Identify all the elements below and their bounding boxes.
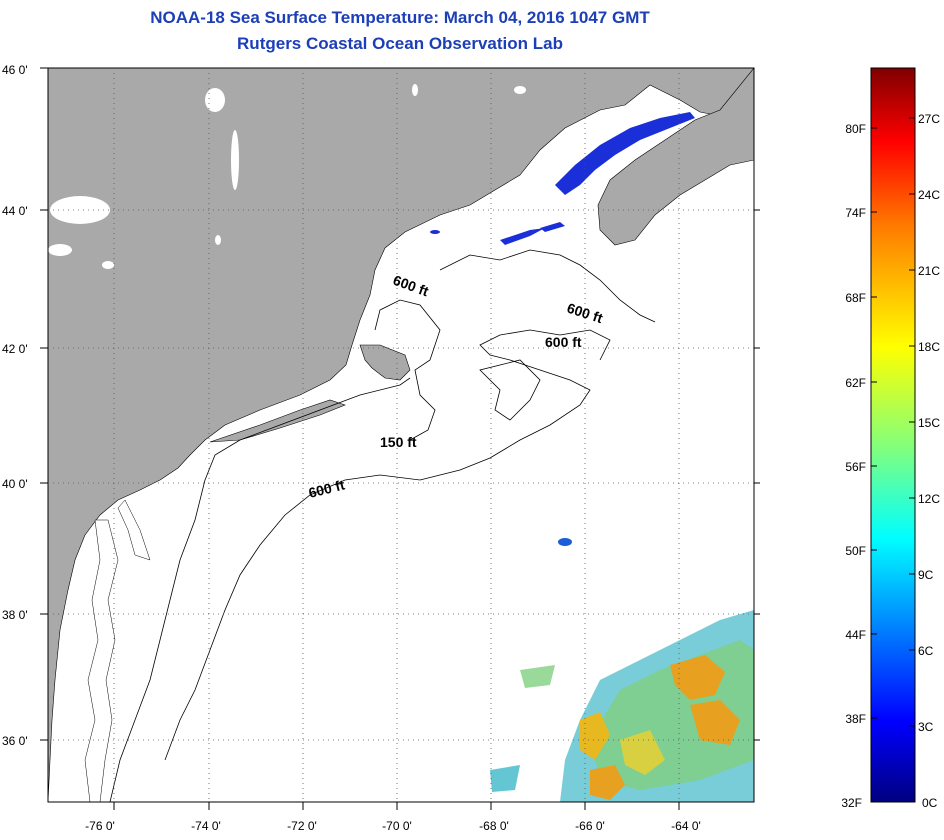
lat-label: 40 0' xyxy=(2,477,28,491)
lon-label: -72 0' xyxy=(287,819,317,833)
colorbar-f-label: 68F xyxy=(845,291,866,305)
colorbar-c-labels: 27C 24C 21C 18C 15C 12C 9C 6C 3C 0C xyxy=(918,112,940,810)
delaware-bay xyxy=(117,499,151,561)
lat-label: 42 0' xyxy=(2,342,28,356)
contour-label: 150 ft xyxy=(380,434,417,450)
colorbar xyxy=(870,67,916,803)
sst-warm-region xyxy=(490,610,754,802)
colorbar-c-label: 15C xyxy=(918,416,940,430)
chesapeake-bay xyxy=(84,519,119,802)
sst-cold-patch xyxy=(500,228,545,245)
sst-cold-patch xyxy=(555,112,695,195)
colorbar-c-label: 9C xyxy=(918,568,934,582)
lon-label: -66 0' xyxy=(575,819,605,833)
colorbar-c-label: 0C xyxy=(922,796,938,810)
sst-cold-patch xyxy=(430,230,440,234)
lon-label: -74 0' xyxy=(191,819,221,833)
map-frame xyxy=(47,67,755,803)
sst-cold-patch xyxy=(558,538,572,546)
colorbar-f-label: 74F xyxy=(845,206,866,220)
lake xyxy=(48,244,72,256)
lat-label: 36 0' xyxy=(2,734,28,748)
lon-labels: -76 0' -74 0' -72 0' -70 0' -68 0' -66 0… xyxy=(85,819,701,833)
lon-label: -68 0' xyxy=(479,819,509,833)
colorbar-c-label: 3C xyxy=(918,720,934,734)
colorbar-c-label: 18C xyxy=(918,340,940,354)
lake xyxy=(412,84,418,96)
sst-cold-patch xyxy=(540,222,565,232)
lake xyxy=(50,196,110,224)
colorbar-c-label: 24C xyxy=(918,188,940,202)
map-subtitle: Rutgers Coastal Ocean Observation Lab xyxy=(237,34,563,53)
land-mainland xyxy=(48,68,754,802)
colorbar-f-label: 50F xyxy=(845,544,866,558)
lake xyxy=(205,88,225,112)
colorbar-c-label: 27C xyxy=(918,112,940,126)
land-long-island xyxy=(209,399,346,443)
colorbar-ticks xyxy=(871,117,915,727)
lat-label: 44 0' xyxy=(2,204,28,218)
lon-label: -70 0' xyxy=(382,819,412,833)
lake xyxy=(102,261,114,269)
bathymetry-contours xyxy=(109,249,656,802)
lon-label: -64 0' xyxy=(671,819,701,833)
lat-labels: 46 0' 44 0' 42 0' 40 0' 38 0' 36 0' xyxy=(2,63,28,748)
lake xyxy=(231,130,239,190)
colorbar-f-labels: 80F 74F 68F 62F 56F 50F 44F 38F 32F xyxy=(841,122,866,810)
colorbar-f-label: 38F xyxy=(845,712,866,726)
lon-label: -76 0' xyxy=(85,819,115,833)
map-title: NOAA-18 Sea Surface Temperature: March 0… xyxy=(150,8,650,27)
lat-label: 38 0' xyxy=(2,608,28,622)
colorbar-c-label: 21C xyxy=(918,264,940,278)
colorbar-f-label: 62F xyxy=(845,376,866,390)
contour-label: 600 ft xyxy=(545,334,582,350)
land-nova-scotia xyxy=(597,68,754,246)
colorbar-c-label: 12C xyxy=(918,492,940,506)
colorbar-f-label: 56F xyxy=(845,460,866,474)
lake xyxy=(215,235,221,245)
lake xyxy=(514,86,526,94)
colorbar-f-label: 80F xyxy=(845,122,866,136)
lat-label: 46 0' xyxy=(2,63,28,77)
colorbar-f-label: 32F xyxy=(841,796,862,810)
colorbar-f-label: 44F xyxy=(845,628,866,642)
axis-ticks xyxy=(40,67,760,810)
colorbar-c-label: 6C xyxy=(918,644,934,658)
